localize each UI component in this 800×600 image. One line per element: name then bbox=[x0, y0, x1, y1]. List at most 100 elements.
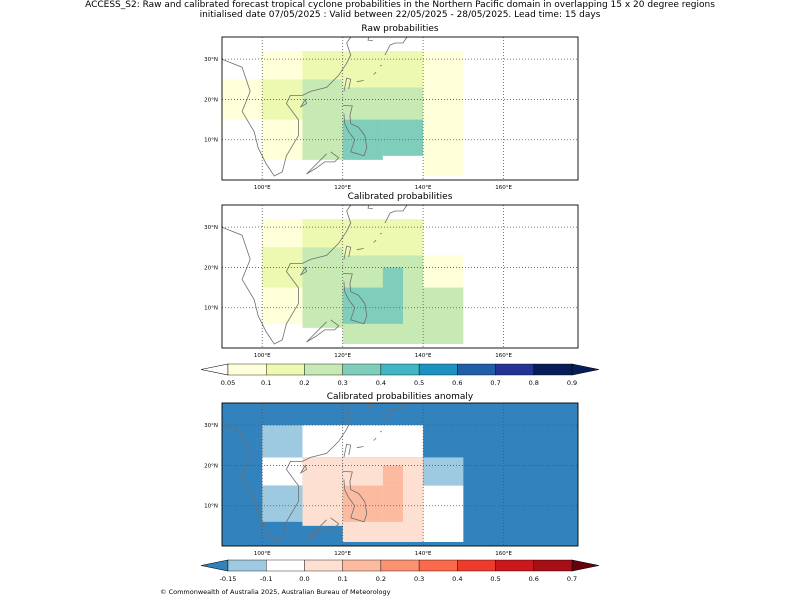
lon-tick-label: 120°E bbox=[334, 185, 351, 191]
lon-tick-label: 100°E bbox=[254, 185, 271, 191]
colorbar-segment bbox=[342, 559, 382, 572]
colorbar-tick-label: 0.1 bbox=[261, 379, 271, 387]
colorbar-tick-label: -0.1 bbox=[260, 575, 273, 583]
coastline-segment bbox=[384, 204, 408, 224]
colorbar-tick-label: 0.1 bbox=[337, 575, 347, 583]
figure-title-line2: initialised date 07/05/2025 : Valid betw… bbox=[199, 10, 601, 20]
probability-cell bbox=[382, 267, 404, 288]
coastline-segment bbox=[379, 64, 382, 67]
colorbar-segment bbox=[304, 363, 343, 376]
probability-cell bbox=[342, 119, 383, 160]
colorbar-tick-label: 0.3 bbox=[337, 379, 347, 387]
colorbar-over-arrow bbox=[571, 363, 600, 376]
coastline-segment bbox=[356, 446, 364, 449]
probability-cell bbox=[382, 87, 424, 120]
lat-tick-label: 10°N bbox=[204, 306, 218, 312]
probability-cell bbox=[262, 425, 303, 458]
coastline-segment bbox=[384, 36, 408, 56]
lat-tick-label: 30°N bbox=[204, 57, 218, 63]
anomaly-panel-title: Calibrated probabilities anomaly bbox=[326, 392, 474, 402]
colorbar-segment bbox=[533, 363, 573, 376]
colorbar-tick-label: 0.5 bbox=[414, 379, 424, 387]
colorbar-tick-label: 0.05 bbox=[221, 379, 235, 387]
raw-probability-map: 30°N 20°N 10°N 100°E 120°E 140°E 160°E bbox=[199, 36, 579, 196]
colorbar-tick-label: 0.8 bbox=[529, 379, 539, 387]
probability-cell bbox=[262, 417, 303, 426]
probability-cell bbox=[302, 51, 343, 80]
coastline-segment bbox=[367, 402, 373, 407]
colorbar-segment bbox=[227, 559, 267, 572]
graticule bbox=[222, 37, 578, 180]
probability-cell bbox=[342, 219, 424, 256]
probability-cell bbox=[302, 425, 343, 458]
coastline-segment bbox=[367, 204, 373, 209]
probability-cell bbox=[302, 219, 343, 248]
map-frame bbox=[221, 36, 579, 181]
colorbar-segment bbox=[266, 363, 305, 376]
colorbar-segment bbox=[304, 559, 343, 572]
probability-cell bbox=[262, 219, 303, 248]
graticule bbox=[222, 205, 578, 348]
colorbar-segment bbox=[266, 559, 305, 572]
lon-tick-label: 120°E bbox=[334, 353, 351, 359]
anomaly-map: 30°N 20°N 10°N 100°E 120°E 140°E 160°E bbox=[199, 402, 579, 562]
coastline-segment bbox=[356, 248, 364, 251]
colorbar-tick-label: 0.3 bbox=[414, 575, 424, 583]
map-fill-layer bbox=[222, 51, 464, 176]
lon-tick-label: 100°E bbox=[254, 353, 271, 359]
lat-tick-label: 10°N bbox=[204, 504, 218, 510]
lat-tick-label: 10°N bbox=[204, 138, 218, 144]
lon-tick-label: 100°E bbox=[254, 551, 271, 557]
coastline-segment bbox=[342, 273, 368, 325]
probability-cell bbox=[423, 485, 464, 542]
probability-cell bbox=[342, 425, 424, 458]
coastline-segment bbox=[300, 98, 307, 108]
coastline-segment bbox=[221, 402, 352, 543]
colorbar-tick-label: 0.0 bbox=[299, 575, 309, 583]
colorbar-tick-label: 0.7 bbox=[567, 575, 577, 583]
coastline-segment bbox=[300, 464, 307, 474]
lat-tick-label: 20°N bbox=[204, 97, 218, 103]
coastline-segment bbox=[221, 204, 352, 345]
lon-tick-label: 140°E bbox=[415, 353, 432, 359]
coastline-segment bbox=[343, 77, 352, 92]
colorbar-over-arrow bbox=[571, 559, 600, 572]
lat-tick-label: 20°N bbox=[204, 463, 218, 469]
colorbar-tick-label: 0.9 bbox=[567, 379, 577, 387]
coastline-segment bbox=[373, 437, 377, 441]
colorbar-tick-label: 0.4 bbox=[376, 379, 386, 387]
probability-cell bbox=[382, 465, 404, 486]
probability-cell bbox=[423, 51, 464, 176]
coastline bbox=[221, 36, 408, 177]
probability-cell bbox=[342, 287, 383, 324]
probability-cell bbox=[342, 87, 383, 120]
colorbar-tick-label: 0.2 bbox=[376, 575, 386, 583]
colorbar-segment bbox=[380, 363, 420, 376]
probability-cell bbox=[423, 255, 464, 288]
coastline-segment bbox=[221, 36, 352, 177]
coastline-segment bbox=[367, 36, 373, 41]
probability-cell bbox=[262, 485, 303, 522]
probability-colorbar: 0.05 0.1 0.2 0.3 0.4 0.5 0.6 0.7 0.8 0.9 bbox=[195, 362, 605, 394]
colorbar-segment bbox=[457, 559, 496, 572]
map-fill-layer bbox=[222, 403, 578, 546]
colorbar-tick-label: 0.5 bbox=[490, 575, 500, 583]
probability-cell bbox=[382, 51, 424, 88]
probability-cell bbox=[423, 287, 464, 344]
lon-tick-label: 140°E bbox=[415, 185, 432, 191]
coastline-segment bbox=[342, 105, 368, 157]
raw-panel-title: Raw probabilities bbox=[361, 24, 439, 34]
probability-cell bbox=[342, 51, 383, 88]
colorbar-tick-label: 0.6 bbox=[529, 575, 539, 583]
colorbar-segment bbox=[380, 559, 420, 572]
anomaly-colorbar: -0.15 -0.1 0.0 0.1 0.2 0.3 0.4 0.5 0.6 0.7 bbox=[195, 558, 605, 590]
coastline-segment bbox=[373, 71, 377, 75]
probability-cell bbox=[342, 485, 383, 522]
coastline-segment bbox=[306, 319, 340, 343]
colorbar-segment bbox=[495, 559, 534, 572]
lon-tick-label: 120°E bbox=[334, 551, 351, 557]
coastline bbox=[221, 402, 408, 543]
colorbar-segment bbox=[342, 363, 382, 376]
probability-cell bbox=[302, 457, 343, 526]
coastline-segment bbox=[343, 443, 352, 458]
